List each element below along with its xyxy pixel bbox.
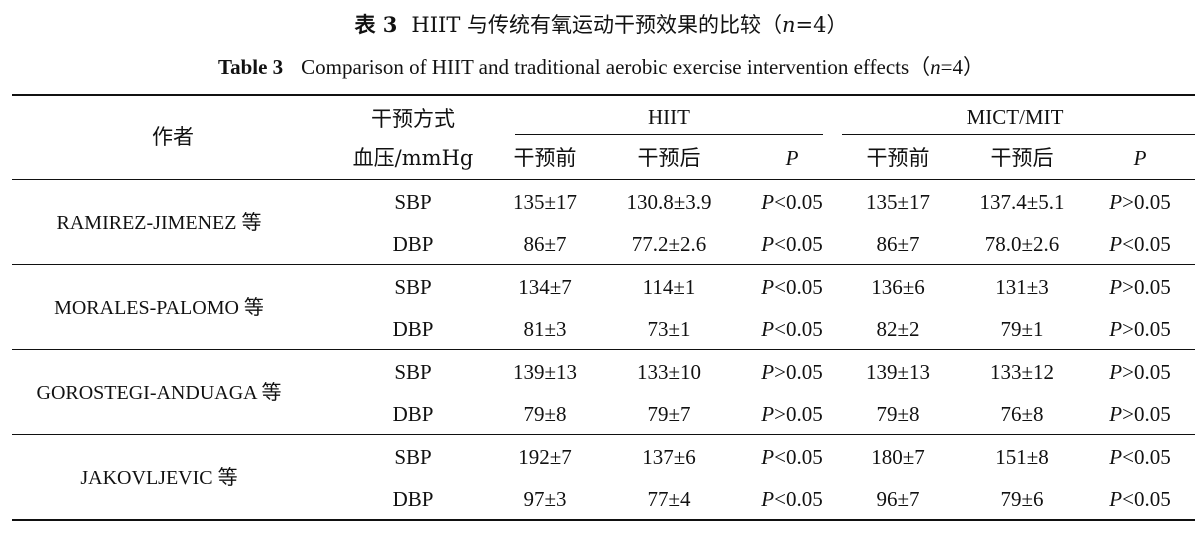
table-bottom-rule [12,519,1195,521]
header-hiit-pre: 干预前 [513,146,577,170]
bp-type: DBP [392,402,434,426]
hiit-post-value: 77±4 [647,487,691,511]
hiit-post-value: 77.2±2.6 [631,232,707,256]
hiit-pre-value: 86±7 [523,232,567,256]
hiit-post-value: 114±1 [642,275,696,299]
hiit-pre-value: 97±3 [523,487,567,511]
group-divider-3 [12,434,1195,435]
table-top-rule [12,94,1195,96]
mict-pre-value: 136±6 [871,275,925,299]
mict-post-value: 76±8 [1000,402,1044,426]
header-mict-post: 干预后 [990,146,1054,170]
hiit-post-value: 73±1 [647,317,691,341]
mict-post-value: 79±1 [1000,317,1044,341]
mict-pre-value: 139±13 [865,360,931,384]
caption-english-text: Comparison of HIIT and traditional aerob… [301,55,931,79]
header-bp-unit: 血压/mmHg [352,146,474,170]
mict-post-value: 133±12 [989,360,1055,384]
header-hiit: HIIT [648,105,690,129]
mict-post-value: 78.0±2.6 [984,232,1060,256]
hiit-group-rule [515,134,823,135]
hiit-pre-value: 81±3 [523,317,567,341]
table-label-chinese: 表 3 [354,12,398,37]
bp-type: SBP [394,445,432,469]
group-divider-1 [12,264,1195,265]
bp-type: DBP [392,232,434,256]
hiit-p-value: P>0.05 [761,402,823,426]
bp-type: DBP [392,317,434,341]
group-divider-2 [12,349,1195,350]
mict-pre-value: 96±7 [876,487,920,511]
header-mict-pre: 干预前 [866,146,930,170]
hiit-pre-value: 134±7 [518,275,572,299]
table-header-rule [12,179,1195,180]
mict-p-value: P<0.05 [1109,232,1171,256]
study-author: JAKOVLJEVIC 等 [80,467,238,489]
hiit-p-value: P<0.05 [761,487,823,511]
mict-group-rule [842,134,1195,135]
mict-pre-value: 180±7 [871,445,925,469]
header-author: 作者 [152,125,194,149]
header-mict-p: P [1133,146,1147,170]
caption-english-n-value: =4） [940,55,985,79]
mict-p-value: P>0.05 [1109,317,1171,341]
hiit-p-value: P<0.05 [761,232,823,256]
mict-p-value: P>0.05 [1109,360,1171,384]
hiit-post-value: 79±7 [647,402,691,426]
header-hiit-p: P [785,146,799,170]
study-author: GOROSTEGI-ANDUAGA 等 [36,382,282,404]
hiit-p-value: P>0.05 [761,360,823,384]
mict-post-value: 131±3 [995,275,1049,299]
hiit-post-value: 133±10 [636,360,702,384]
hiit-post-value: 137±6 [642,445,696,469]
caption-chinese-n-value: =4） [795,13,848,37]
hiit-p-value: P<0.05 [761,445,823,469]
table-caption-chinese: 表 3 HIIT 与传统有氧运动干预效果的比较（n=4） [0,10,1202,40]
bp-type: SBP [394,190,432,214]
mict-post-value: 151±8 [995,445,1049,469]
study-author: MORALES-PALOMO 等 [54,297,264,319]
bp-type: SBP [394,275,432,299]
caption-chinese-text: HIIT 与传统有氧运动干预效果的比较（ [411,13,783,37]
table-label-english: Table 3 [217,55,284,79]
caption-chinese-n: n [782,13,796,37]
hiit-p-value: P<0.05 [761,317,823,341]
mict-p-value: P>0.05 [1109,190,1171,214]
mict-pre-value: 86±7 [876,232,920,256]
mict-p-value: P>0.05 [1109,402,1171,426]
hiit-p-value: P<0.05 [761,275,823,299]
study-author: RAMIREZ-JIMENEZ 等 [56,212,262,234]
mict-post-value: 79±6 [1000,487,1044,511]
bp-type: DBP [392,487,434,511]
caption-english-n: n [930,55,941,79]
hiit-pre-value: 135±17 [512,190,578,214]
hiit-pre-value: 139±13 [512,360,578,384]
mict-p-value: P>0.05 [1109,275,1171,299]
mict-post-value: 137.4±5.1 [979,190,1065,214]
table-caption-english: Table 3 Comparison of HIIT and traditiona… [0,52,1202,82]
hiit-post-value: 130.8±3.9 [626,190,712,214]
mict-p-value: P<0.05 [1109,487,1171,511]
header-hiit-post: 干预后 [637,146,701,170]
header-intervention: 干预方式 [371,107,455,131]
header-mict: MICT/MIT [966,105,1064,129]
hiit-pre-value: 79±8 [523,402,567,426]
mict-pre-value: 82±2 [876,317,920,341]
mict-pre-value: 135±17 [865,190,931,214]
hiit-p-value: P<0.05 [761,190,823,214]
bp-type: SBP [394,360,432,384]
mict-pre-value: 79±8 [876,402,920,426]
mict-p-value: P<0.05 [1109,445,1171,469]
hiit-pre-value: 192±7 [518,445,572,469]
